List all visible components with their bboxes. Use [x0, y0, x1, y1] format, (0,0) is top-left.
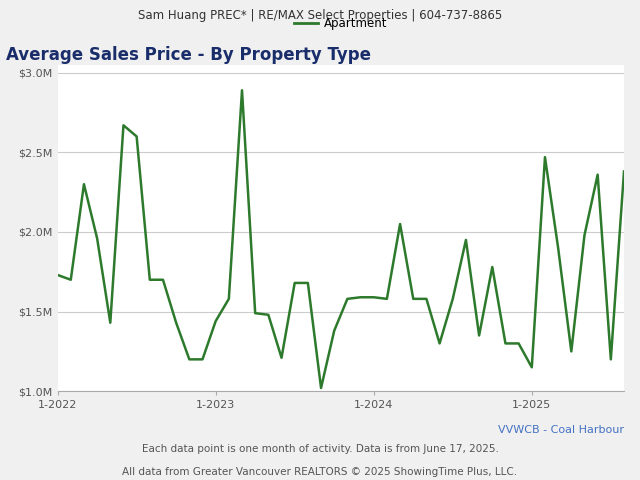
Text: Average Sales Price - By Property Type: Average Sales Price - By Property Type — [6, 46, 371, 63]
Text: Each data point is one month of activity. Data is from June 17, 2025.: Each data point is one month of activity… — [141, 444, 499, 454]
Legend: Apartment: Apartment — [289, 12, 392, 35]
Text: Sam Huang PREC* | RE/MAX Select Properties | 604-737-8865: Sam Huang PREC* | RE/MAX Select Properti… — [138, 9, 502, 22]
Text: All data from Greater Vancouver REALTORS © 2025 ShowingTime Plus, LLC.: All data from Greater Vancouver REALTORS… — [122, 467, 518, 477]
Text: VVWCB - Coal Harbour: VVWCB - Coal Harbour — [498, 425, 624, 435]
